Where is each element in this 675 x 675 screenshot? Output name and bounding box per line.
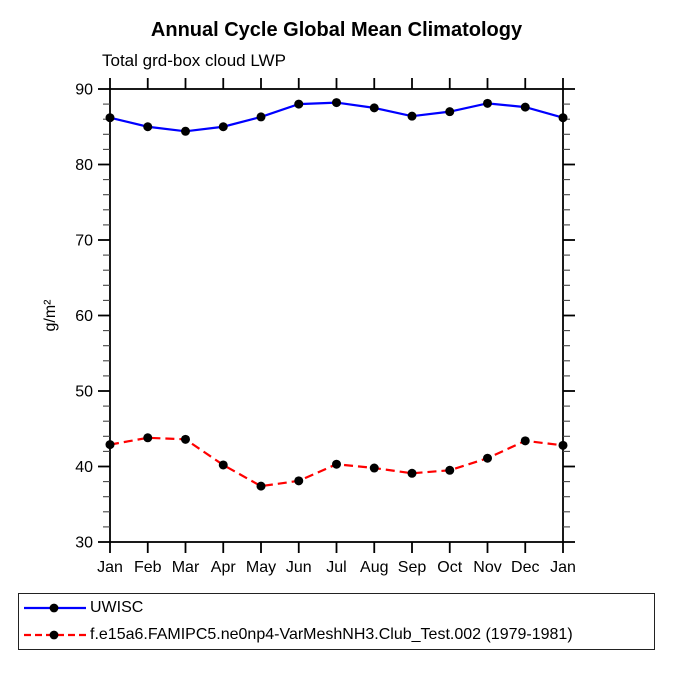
data-point	[445, 107, 455, 117]
chart-subtitle: Total grd-box cloud LWP	[102, 51, 286, 70]
legend-box: UWISC f.e15a6.FAMIPC5.ne0np4-VarMeshNH3.…	[18, 593, 655, 650]
x-tick-label: Dec	[511, 559, 539, 576]
legend-entry-model: f.e15a6.FAMIPC5.ne0np4-VarMeshNH3.Club_T…	[22, 622, 654, 649]
x-tick-label: Jun	[286, 559, 312, 576]
legend-label-observation: UWISC	[90, 599, 144, 616]
x-tick-label: Jan	[97, 559, 123, 576]
x-tick-label: Mar	[172, 559, 200, 576]
x-tick-label: Nov	[473, 559, 501, 576]
y-tick-label: 30	[75, 535, 93, 552]
data-point	[407, 468, 417, 478]
x-tick-label: Sep	[398, 559, 427, 576]
data-point	[407, 111, 417, 121]
data-point	[520, 436, 530, 446]
data-point	[369, 103, 379, 113]
data-point	[105, 440, 115, 450]
x-tick-label: Apr	[211, 559, 237, 576]
data-point	[294, 99, 304, 109]
data-point	[181, 126, 190, 136]
x-tick-label: Jul	[326, 559, 346, 576]
chart-title: Annual Cycle Global Mean Climatology	[150, 19, 523, 41]
data-point	[445, 465, 455, 475]
data-point	[369, 463, 379, 473]
data-point	[143, 122, 153, 132]
data-point	[558, 113, 568, 123]
y-tick-label: 70	[75, 233, 93, 250]
y-tick-label: 80	[75, 157, 93, 174]
data-point	[218, 122, 228, 132]
data-point	[332, 98, 341, 108]
y-tick-label: 40	[75, 459, 93, 476]
data-point	[294, 476, 304, 486]
y-tick-label: 90	[75, 82, 93, 99]
x-tick-label: Jan	[550, 559, 576, 576]
data-point	[332, 459, 341, 469]
data-point	[256, 112, 266, 122]
data-point	[218, 460, 228, 470]
legend-entry-observation: UWISC	[22, 595, 654, 622]
data-point	[520, 102, 530, 112]
x-tick-label: Feb	[134, 559, 162, 576]
plot-frame	[109, 88, 564, 543]
data-point	[256, 481, 266, 491]
x-tick-label: May	[246, 559, 276, 576]
data-point	[143, 433, 153, 443]
legend-label-model: f.e15a6.FAMIPC5.ne0np4-VarMeshNH3.Club_T…	[90, 626, 573, 643]
data-point	[558, 440, 568, 450]
x-tick-label: Oct	[437, 559, 462, 576]
y-tick-label: 60	[75, 308, 93, 325]
data-point	[483, 453, 492, 463]
data-point	[483, 98, 492, 108]
legend-line-sample-dashed	[24, 630, 86, 640]
y-tick-label: 50	[75, 384, 93, 401]
data-point	[181, 434, 190, 444]
data-point	[105, 113, 115, 123]
x-tick-label: Aug	[360, 559, 388, 576]
legend-line-sample-solid	[24, 603, 86, 613]
y-axis-title: g/m²	[42, 299, 59, 332]
